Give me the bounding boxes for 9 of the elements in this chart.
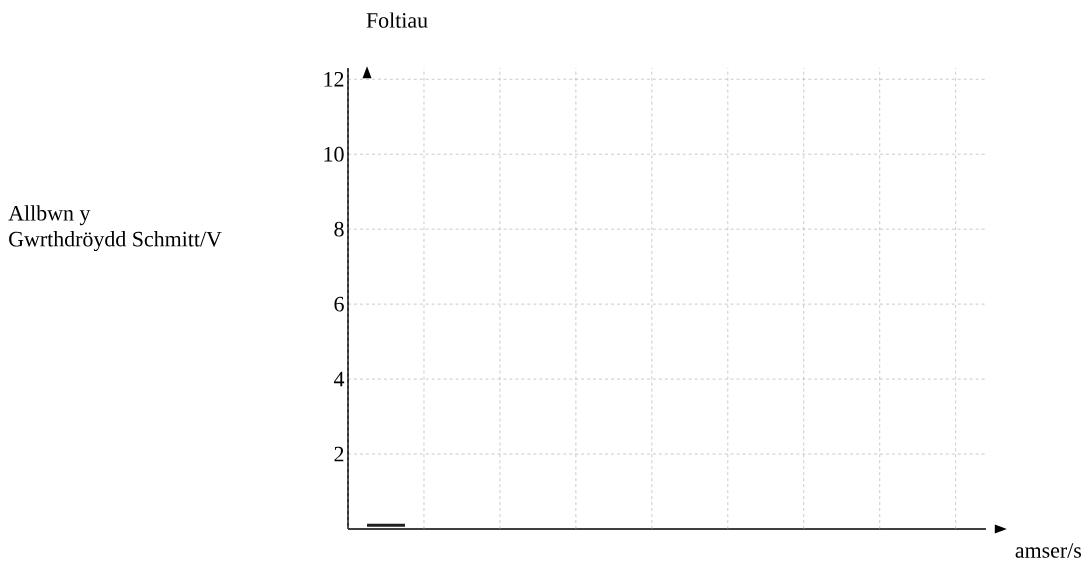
y-tick-label: 6 (334, 296, 344, 312)
y-tick-label: 4 (333, 371, 345, 387)
y-tick-label: 10 (324, 146, 344, 162)
y-axis-title: Foltiau (366, 12, 428, 28)
y-tick-label: 12 (324, 71, 344, 87)
y-tick-label: 8 (334, 221, 344, 237)
y-tick-label: 2 (334, 446, 344, 462)
text: Allbwn y Gwrthdröydd Schmitt/V (8, 205, 222, 252)
x-axis-title: amser/s (1015, 543, 1082, 558)
